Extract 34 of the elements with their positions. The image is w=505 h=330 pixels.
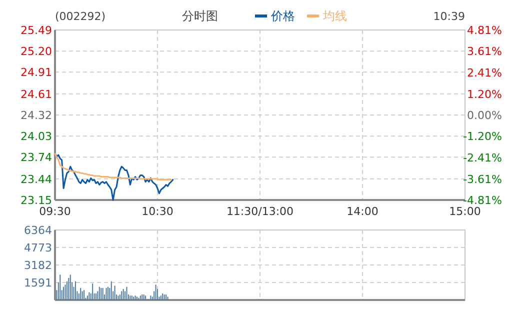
x-tick-label: 14:00 (346, 205, 378, 218)
y2-tick-label: 2.41% (467, 66, 502, 80)
y2-tick-label: 1.20% (467, 88, 502, 101)
y-tick-label: 4773 (24, 242, 52, 254)
y-tick-label: 23.44 (20, 172, 52, 186)
y-tick-label: 3182 (24, 259, 52, 272)
chart-title: (002292) (55, 10, 106, 23)
legend-label: 价格 (270, 9, 295, 23)
x-tick-label: 10:30 (142, 205, 174, 218)
x-tick-label: 15:00 (449, 205, 481, 218)
chart-subtitle: 分时图 (182, 9, 218, 23)
x-tick-label: 11:30/13:00 (226, 205, 294, 218)
y2-tick-label: -4.81% (463, 194, 502, 207)
y-tick-label: 25.49 (20, 24, 52, 37)
y-tick-label: 24.61 (20, 88, 52, 101)
y-tick-label: 24.91 (20, 66, 52, 80)
y2-tick-label: 0.00% (467, 109, 502, 122)
line-series (54, 152, 174, 201)
x-tick-label: 09:30 (39, 205, 71, 218)
y2-tick-label: -1.20% (463, 130, 502, 144)
y-tick-label: 1591 (24, 276, 52, 290)
y-tick-label: 23.74 (20, 151, 52, 164)
y2-tick-label: -2.41% (463, 152, 502, 165)
y-tick-label: 25.20 (20, 45, 52, 58)
y2-tick-label: 4.81% (467, 24, 502, 37)
y2-tick-label: 3.61% (467, 45, 502, 58)
y-tick-label: 23.15 (20, 194, 52, 207)
y-tick-label: 24.03 (20, 130, 52, 144)
legend-label: 均线 (322, 9, 347, 23)
line-series (54, 152, 172, 180)
y-tick-label: 6364 (24, 224, 52, 237)
y2-tick-label: -3.61% (463, 172, 502, 186)
y-tick-label: 24.32 (20, 109, 52, 122)
text: 10:39 (433, 10, 465, 23)
